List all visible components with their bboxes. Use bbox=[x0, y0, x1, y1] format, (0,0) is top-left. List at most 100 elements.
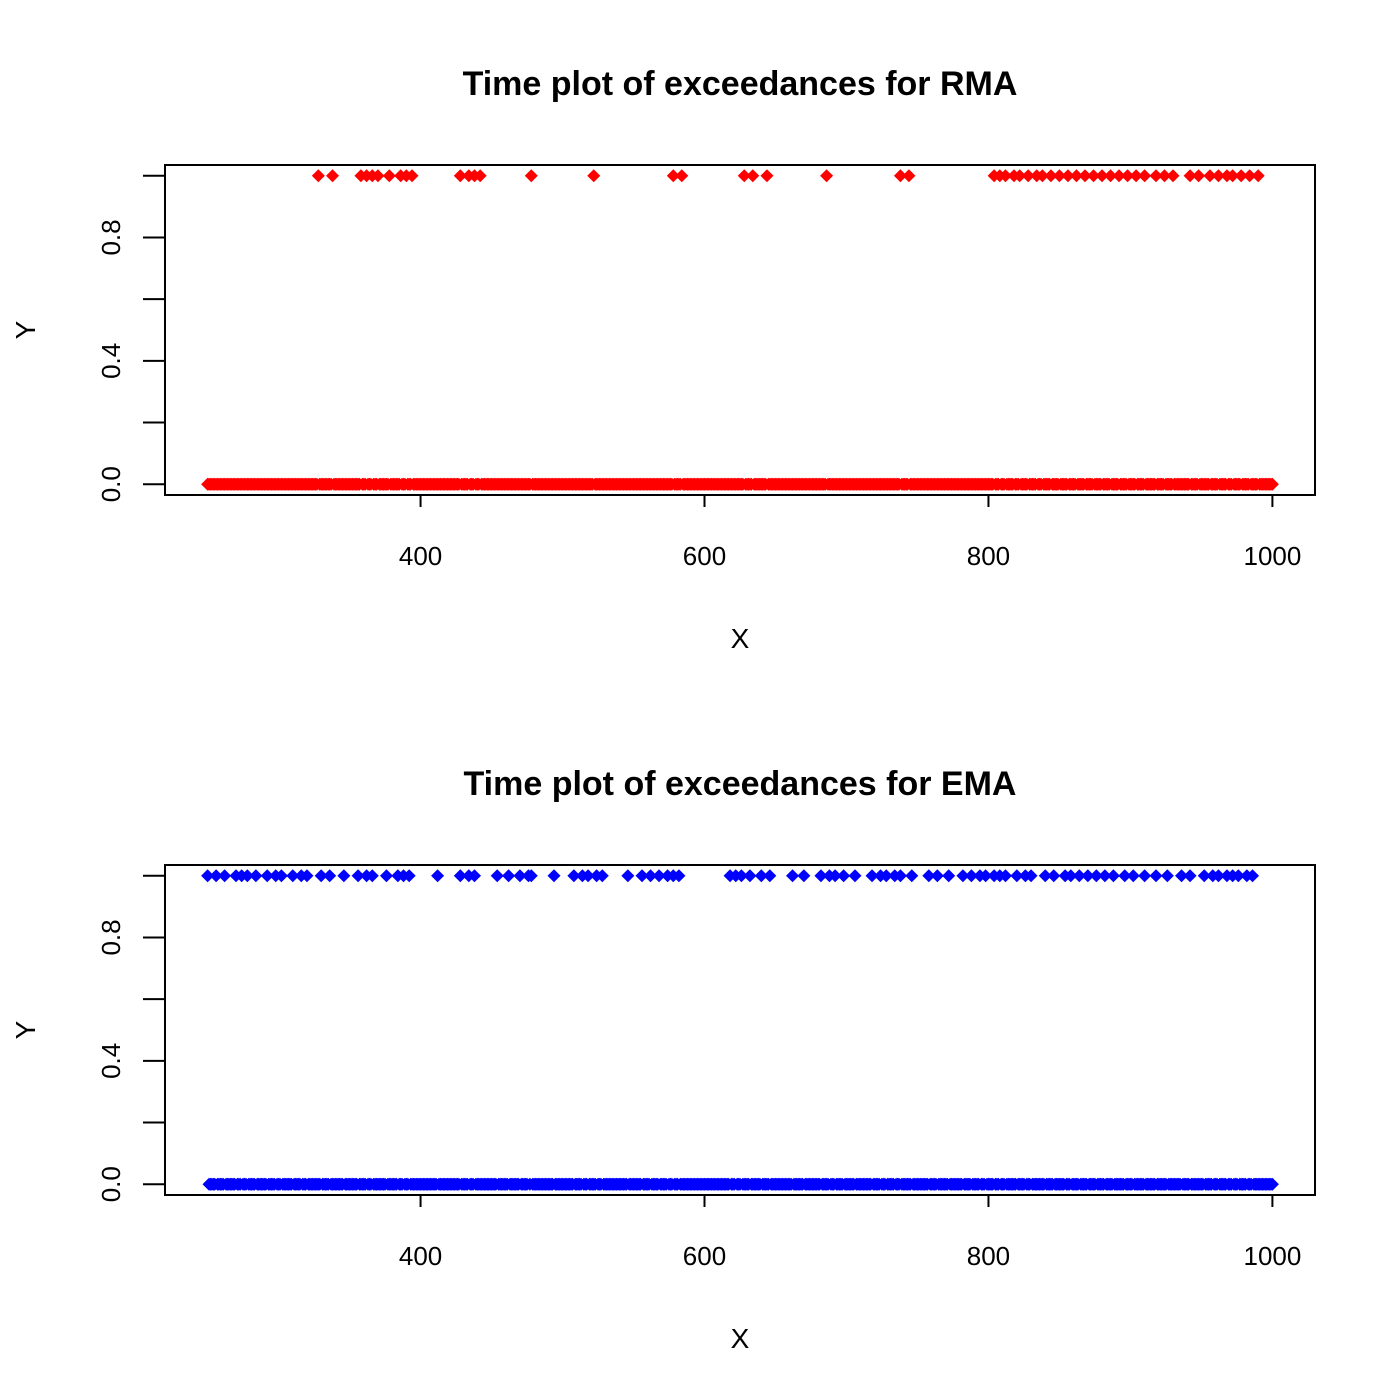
ema-point-exceedance bbox=[431, 869, 445, 883]
rma-point-exceedance bbox=[1078, 169, 1092, 183]
ema-point-exceedance bbox=[1106, 869, 1120, 883]
rma-point-exceedance bbox=[1112, 169, 1126, 183]
rma-point-exceedance bbox=[1013, 169, 1027, 183]
rma-point-exceedance bbox=[1121, 169, 1135, 183]
rma-point-exceedance bbox=[524, 169, 538, 183]
ema-point-exceedance bbox=[453, 869, 467, 883]
rma-point-exceedance bbox=[1095, 169, 1109, 183]
ema-point-exceedance bbox=[513, 869, 527, 883]
rma-point-exceedance bbox=[1251, 169, 1265, 183]
rma-point-exceedance bbox=[1035, 169, 1049, 183]
rma-point-zero bbox=[1265, 477, 1279, 491]
rma-point-exceedance bbox=[1234, 169, 1248, 183]
ema-point-exceedance bbox=[797, 869, 811, 883]
ema-point-exceedance bbox=[365, 869, 379, 883]
rma-point-exceedance bbox=[1044, 169, 1058, 183]
ema-point-exceedance bbox=[1024, 869, 1038, 883]
ema-point-exceedance bbox=[1211, 869, 1225, 883]
ema-point-exceedance bbox=[652, 869, 666, 883]
rma-data-points bbox=[201, 169, 1279, 491]
rma-x-axis: 400 600 800 1000 bbox=[399, 495, 1301, 571]
ema-point-exceedance bbox=[942, 869, 956, 883]
rma-point-exceedance bbox=[1138, 169, 1152, 183]
rma-point-exceedance bbox=[737, 169, 751, 183]
ema-point-exceedance bbox=[621, 869, 635, 883]
ema-point-exceedance bbox=[337, 869, 351, 883]
ema-point-exceedance bbox=[1098, 869, 1112, 883]
ema-point-exceedance bbox=[490, 869, 504, 883]
ema-point-exceedance bbox=[1160, 869, 1174, 883]
rma-point-exceedance bbox=[1243, 169, 1257, 183]
ema-y-axis-label: Y bbox=[10, 1020, 41, 1039]
ema-y-axis: 0.0 0.4 0.8 bbox=[96, 874, 165, 1202]
ema-point-exceedance bbox=[201, 869, 215, 883]
rma-point-exceedance bbox=[1149, 169, 1163, 183]
rma-y-tick-label: 0.8 bbox=[96, 219, 126, 255]
ema-point-exceedance bbox=[1183, 869, 1197, 883]
rma-point-exceedance bbox=[1061, 169, 1075, 183]
ema-chart-panel: Time plot of exceedances for EMA 400 600 8… bbox=[10, 765, 1316, 1354]
ema-point-exceedance bbox=[893, 869, 907, 883]
ema-point-exceedance bbox=[828, 869, 842, 883]
ema-point-exceedance bbox=[814, 869, 828, 883]
ema-point-exceedance bbox=[1126, 869, 1140, 883]
rma-point-exceedance bbox=[893, 169, 907, 183]
ema-point-exceedance bbox=[323, 869, 337, 883]
rma-plot-frame bbox=[164, 164, 1316, 496]
ema-point-exceedance bbox=[1047, 869, 1061, 883]
rma-point-exceedance bbox=[666, 169, 680, 183]
ema-point-exceedance bbox=[1089, 869, 1103, 883]
ema-point-exceedance bbox=[1010, 869, 1024, 883]
ema-point-exceedance bbox=[1175, 869, 1189, 883]
ema-point-exceedance bbox=[644, 869, 658, 883]
ema-point-exceedance bbox=[1231, 869, 1245, 883]
ema-point-exceedance bbox=[956, 869, 970, 883]
rma-point-exceedance bbox=[453, 169, 467, 183]
rma-y-axis-label: Y bbox=[10, 320, 41, 339]
ema-point-exceedance bbox=[1197, 869, 1211, 883]
rma-x-tick-label: 1000 bbox=[1243, 541, 1301, 571]
rma-point-exceedance bbox=[371, 169, 385, 183]
rma-chart-title: Time plot of exceedances for RMA bbox=[463, 65, 1018, 103]
ema-point-exceedance bbox=[249, 869, 263, 883]
rma-point-exceedance bbox=[1166, 169, 1180, 183]
rma-point-exceedance bbox=[326, 169, 340, 183]
ema-point-exceedance bbox=[635, 869, 649, 883]
ema-point-exceedance bbox=[218, 869, 232, 883]
rma-point-exceedance bbox=[1192, 169, 1206, 183]
rma-y-tick-label: 0.0 bbox=[96, 466, 126, 502]
rma-x-tick-label: 600 bbox=[683, 541, 726, 571]
rma-point-exceedance bbox=[675, 169, 689, 183]
ema-point-exceedance bbox=[286, 869, 300, 883]
ema-point-exceedance bbox=[1118, 869, 1132, 883]
rma-point-exceedance bbox=[382, 169, 396, 183]
rma-point-exceedance bbox=[902, 169, 916, 183]
ema-point-exceedance bbox=[379, 869, 393, 883]
rma-point-exceedance bbox=[1069, 169, 1083, 183]
ema-x-axis: 400 600 800 1000 bbox=[399, 1195, 1301, 1271]
ema-y-tick-label: 0.4 bbox=[96, 1043, 126, 1079]
rma-point-exceedance bbox=[1087, 169, 1101, 183]
rma-point-exceedance bbox=[473, 169, 487, 183]
rma-x-axis-label: X bbox=[731, 623, 750, 654]
ema-point-exceedance bbox=[1138, 869, 1152, 883]
ema-x-tick-label: 1000 bbox=[1243, 1241, 1301, 1271]
ema-point-exceedance bbox=[351, 869, 365, 883]
rma-point-exceedance bbox=[1211, 169, 1225, 183]
ema-point-exceedance bbox=[879, 869, 893, 883]
ema-point-exceedance bbox=[209, 869, 223, 883]
ema-point-exceedance bbox=[524, 869, 538, 883]
ema-point-exceedance bbox=[314, 869, 328, 883]
ema-point-exceedance bbox=[672, 869, 686, 883]
rma-chart-panel: Time plot of exceedances for RMA 400 600 8… bbox=[10, 65, 1316, 654]
ema-point-exceedance bbox=[754, 869, 768, 883]
ema-y-tick-label: 0.0 bbox=[96, 1166, 126, 1202]
ema-point-exceedance bbox=[300, 869, 314, 883]
ema-point-exceedance bbox=[1064, 869, 1078, 883]
ema-data-points bbox=[201, 869, 1279, 1191]
rma-point-exceedance bbox=[1226, 169, 1240, 183]
rma-point-exceedance bbox=[1129, 169, 1143, 183]
ema-point-exceedance bbox=[581, 869, 595, 883]
ema-point-exceedance bbox=[1149, 869, 1163, 883]
